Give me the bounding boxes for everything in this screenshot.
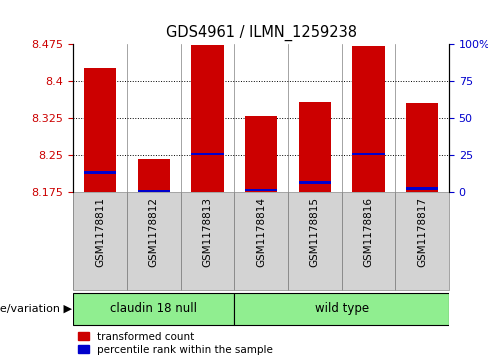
Bar xyxy=(234,192,288,290)
Bar xyxy=(127,192,181,290)
Bar xyxy=(352,46,385,192)
Bar xyxy=(406,103,438,192)
Bar xyxy=(84,68,116,192)
Legend: transformed count, percentile rank within the sample: transformed count, percentile rank withi… xyxy=(79,332,273,355)
Text: GSM1178812: GSM1178812 xyxy=(149,197,159,267)
Bar xyxy=(395,192,449,290)
Bar xyxy=(245,117,277,192)
Text: GSM1178814: GSM1178814 xyxy=(256,197,266,267)
Bar xyxy=(234,293,449,325)
Bar xyxy=(352,153,385,155)
Bar xyxy=(181,192,234,290)
Text: GSM1178811: GSM1178811 xyxy=(95,197,105,267)
Bar xyxy=(84,171,116,174)
Bar xyxy=(299,181,331,184)
Bar xyxy=(138,189,170,192)
Text: wild type: wild type xyxy=(315,302,368,315)
Bar xyxy=(191,153,224,155)
Bar xyxy=(73,293,234,325)
Text: GSM1178817: GSM1178817 xyxy=(417,197,427,267)
Text: GSM1178816: GSM1178816 xyxy=(364,197,373,267)
Text: claudin 18 null: claudin 18 null xyxy=(110,302,197,315)
Bar xyxy=(73,192,127,290)
Title: GDS4961 / ILMN_1259238: GDS4961 / ILMN_1259238 xyxy=(165,25,357,41)
Text: GSM1178815: GSM1178815 xyxy=(310,197,320,267)
Bar xyxy=(138,159,170,192)
Bar xyxy=(342,192,395,290)
Bar xyxy=(191,45,224,192)
Text: genotype/variation ▶: genotype/variation ▶ xyxy=(0,303,72,314)
Bar xyxy=(299,102,331,192)
Bar xyxy=(406,187,438,189)
Bar xyxy=(288,192,342,290)
Text: GSM1178813: GSM1178813 xyxy=(203,197,212,267)
Bar xyxy=(245,189,277,191)
